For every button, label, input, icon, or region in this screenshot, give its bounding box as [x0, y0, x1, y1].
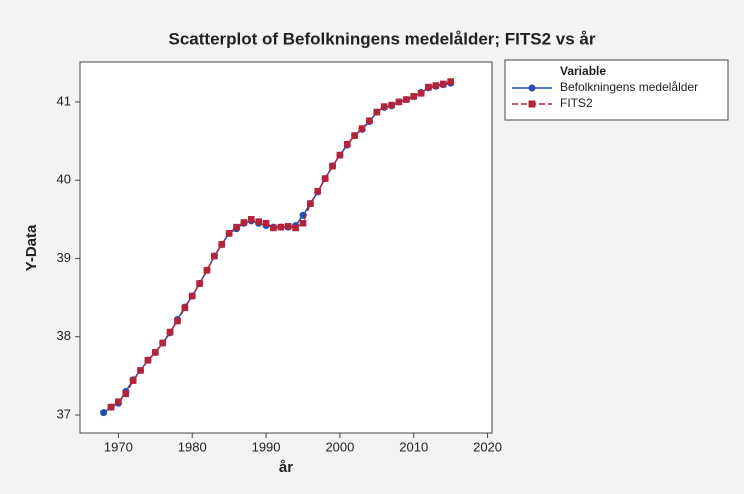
data-point [255, 218, 262, 225]
data-point [240, 219, 248, 226]
data-point [358, 125, 366, 132]
data-point [380, 103, 388, 110]
data-point [336, 151, 344, 159]
data-point [144, 356, 152, 364]
data-point [233, 223, 240, 231]
data-point [107, 403, 115, 411]
data-point [373, 108, 381, 116]
data-point [432, 82, 440, 89]
data-point [277, 223, 285, 231]
data-point [410, 93, 418, 100]
data-point [351, 132, 358, 139]
data-point [403, 96, 410, 103]
data-point [314, 187, 322, 195]
data-point [321, 175, 329, 182]
y-axis-label: Y-Data [23, 224, 40, 271]
legend-marker [528, 84, 536, 92]
x-tick-label: 2000 [325, 439, 354, 454]
chart-title: Scatterplot of Befolkningens medelålder;… [169, 29, 596, 48]
data-point [292, 224, 299, 232]
data-point [366, 117, 373, 125]
legend-marker [528, 100, 536, 108]
data-point [166, 328, 174, 336]
data-point [225, 230, 233, 237]
y-tick-label: 41 [57, 93, 71, 108]
y-tick-label: 37 [57, 406, 71, 421]
data-point [137, 367, 144, 374]
data-point [122, 390, 130, 398]
data-point [425, 83, 432, 91]
data-point [188, 292, 196, 300]
data-point [299, 219, 307, 227]
x-tick-label: 2020 [473, 439, 502, 454]
data-point [395, 98, 403, 106]
data-point [262, 219, 270, 227]
legend-label: FITS2 [560, 96, 593, 110]
legend-label: Befolkningens medelålder [560, 80, 698, 94]
plot-area [79, 61, 493, 434]
data-point [174, 317, 181, 325]
y-tick-label: 39 [57, 250, 71, 265]
data-point [100, 409, 108, 417]
data-point [196, 280, 203, 287]
x-tick-label: 1990 [252, 439, 281, 454]
data-point [270, 224, 277, 232]
data-point [284, 223, 292, 230]
data-point [115, 398, 122, 405]
data-point [218, 241, 226, 248]
x-tick-label: 1970 [104, 439, 133, 454]
data-point [447, 78, 454, 85]
data-point [439, 80, 447, 88]
data-point [329, 162, 336, 170]
data-point [181, 304, 189, 312]
legend-title: Variable [560, 64, 606, 78]
x-axis-label: år [279, 459, 293, 476]
data-point [307, 200, 314, 207]
data-point [203, 266, 211, 274]
x-tick-label: 1980 [178, 439, 207, 454]
data-point [129, 377, 137, 384]
data-point [159, 339, 166, 347]
data-point [211, 252, 218, 260]
data-point [417, 90, 425, 97]
x-tick-label: 2010 [399, 439, 428, 454]
data-point [247, 216, 255, 223]
y-tick-label: 40 [57, 172, 71, 187]
data-point [343, 140, 351, 148]
data-point [152, 349, 159, 356]
data-point [388, 101, 395, 109]
legend-box [504, 59, 729, 121]
y-tick-label: 38 [57, 328, 71, 343]
